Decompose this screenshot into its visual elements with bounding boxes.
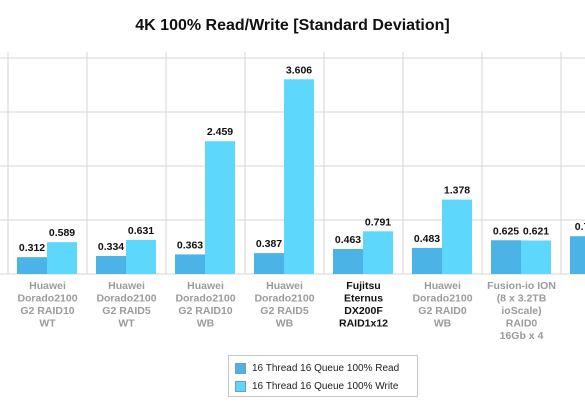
bar-write	[363, 231, 393, 274]
legend-label-write: 16 Thread 16 Queue 100% Write	[252, 380, 399, 392]
legend-entry-write: 16 Thread 16 Queue 100% Write	[235, 377, 411, 395]
value-label: 0.312	[19, 242, 45, 254]
value-label: 0.387	[256, 238, 282, 250]
value-label: 0.483	[414, 233, 440, 245]
legend-label-read: 16 Thread 16 Queue 100% Read	[252, 362, 400, 374]
bars	[17, 79, 585, 274]
bar-read	[175, 254, 205, 274]
legend-entry-read: 16 Thread 16 Queue 100% Read	[235, 359, 411, 377]
bar-read	[254, 253, 284, 274]
value-label: 0.70	[575, 221, 585, 233]
bar-write	[126, 239, 156, 274]
category-label: Huawei Dorado2100 G2 RAID5 WB	[254, 280, 314, 330]
value-label: 0.363	[177, 239, 203, 251]
bar-write	[521, 240, 551, 274]
value-label: 0.631	[128, 225, 154, 237]
bar-read	[333, 248, 363, 274]
value-label: 0.463	[335, 234, 361, 246]
bar-write	[284, 79, 314, 274]
value-label: 0.625	[493, 225, 519, 237]
value-label: 0.334	[98, 241, 124, 253]
legend-swatch-write	[235, 380, 246, 392]
value-label: 3.606	[286, 64, 312, 76]
category-labels: Huawei Dorado2100 G2 RAID10 WT Huawei Dorado2…	[17, 280, 556, 342]
category-label: Huawei Dorado2100 G2 RAID0 WB	[412, 280, 472, 330]
bar-read	[491, 240, 521, 274]
value-label: 0.621	[523, 225, 549, 237]
bar-read	[17, 257, 47, 274]
category-label: Huawei Dorado2100 G2 RAID10 WT	[17, 280, 77, 330]
value-label: 0.791	[365, 216, 391, 228]
value-label: 1.378	[444, 185, 470, 197]
legend-swatch-read	[235, 362, 246, 374]
category-label: Huawei Dorado2100 G2 RAID5 WT	[96, 280, 156, 330]
legend: 16 Thread 16 Queue 100% Read 16 Thread 1…	[228, 355, 418, 397]
bar-write	[47, 242, 77, 274]
value-label: 2.459	[207, 126, 233, 138]
value-label: 0.589	[49, 227, 75, 239]
bar-write	[442, 199, 472, 274]
category-label: Fusion-io ION (8 x 3.2TB ioScale) RAID0 16Gb…	[487, 280, 556, 342]
category-label: Fujitsu Eternus DX200F RAID1x12	[339, 280, 388, 330]
bar-read	[96, 255, 126, 274]
bar-read	[412, 247, 442, 274]
category-label: Huawei Dorado2100 G2 RAID10 WB	[175, 280, 235, 330]
bar-write	[205, 141, 235, 274]
value-labels: 0.312 0.589 0.334 0.631 0.363 2.459 0.387 3.606…	[19, 64, 585, 254]
chart-title: 4K 100% Read/Write [Standard Deviation]	[135, 17, 450, 34]
bar-read	[570, 236, 585, 274]
